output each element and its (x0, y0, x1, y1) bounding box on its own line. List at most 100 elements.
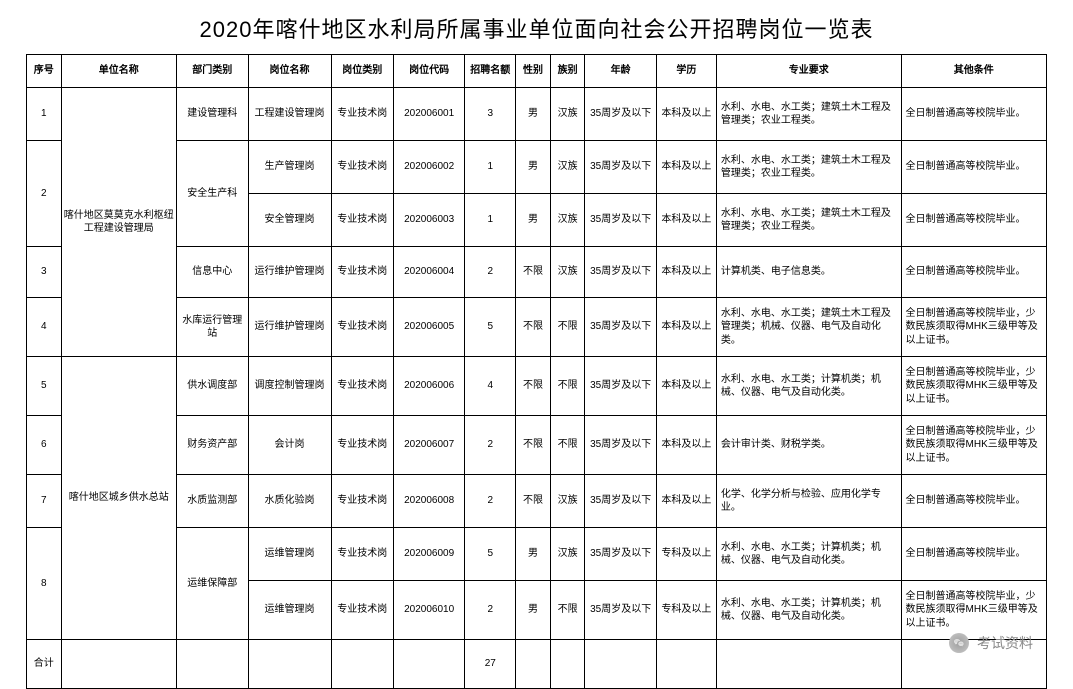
cell-dept: 运维保障部 (176, 528, 248, 640)
cell-age: 35周岁及以下 (585, 298, 657, 357)
cell-code: 202006008 (393, 475, 465, 528)
table-row: 6 财务资产部 会计岗 专业技术岗 202006007 2 不限 不限 35周岁… (27, 416, 1047, 475)
col-edu: 学历 (656, 55, 716, 88)
col-unit: 单位名称 (61, 55, 176, 88)
cell-sex: 男 (516, 194, 551, 247)
cell-edu: 本科及以上 (656, 247, 716, 298)
table-row: 4 水库运行管理站 运行维护管理岗 专业技术岗 202006005 5 不限 不… (27, 298, 1047, 357)
cell-other: 全日制普通高等校院毕业，少数民族须取得MHK三级甲等及以上证书。 (901, 581, 1046, 640)
col-ptype: 岗位类别 (331, 55, 393, 88)
cell-age: 35周岁及以下 (585, 475, 657, 528)
cell-post: 调度控制管理岗 (248, 357, 331, 416)
cell-age: 35周岁及以下 (585, 581, 657, 640)
cell-dept: 供水调度部 (176, 357, 248, 416)
cell-code: 202006001 (393, 88, 465, 141)
cell-eth: 不限 (550, 357, 585, 416)
cell-sex: 不限 (516, 247, 551, 298)
cell-post: 工程建设管理岗 (248, 88, 331, 141)
table-row: 5 喀什地区城乡供水总站 供水调度部 调度控制管理岗 专业技术岗 2020060… (27, 357, 1047, 416)
col-seq: 序号 (27, 55, 62, 88)
col-code: 岗位代码 (393, 55, 465, 88)
cell-post: 运维管理岗 (248, 528, 331, 581)
cell-num: 3 (465, 88, 516, 141)
cell-post: 生产管理岗 (248, 141, 331, 194)
cell-num: 2 (465, 416, 516, 475)
cell-age: 35周岁及以下 (585, 141, 657, 194)
cell-post: 安全管理岗 (248, 194, 331, 247)
cell-major: 化学、化学分析与检验、应用化学专业。 (716, 475, 901, 528)
cell-major: 会计审计类、财税学类。 (716, 416, 901, 475)
table-total-row: 合计 27 (27, 640, 1047, 689)
cell-age: 35周岁及以下 (585, 247, 657, 298)
cell-sex: 不限 (516, 357, 551, 416)
cell-edu: 本科及以上 (656, 141, 716, 194)
cell-num: 2 (465, 475, 516, 528)
cell-code: 202006007 (393, 416, 465, 475)
cell-eth: 汉族 (550, 528, 585, 581)
cell-age: 35周岁及以下 (585, 528, 657, 581)
cell-post: 水质化验岗 (248, 475, 331, 528)
cell-dept: 财务资产部 (176, 416, 248, 475)
cell-eth: 汉族 (550, 141, 585, 194)
cell-seq: 3 (27, 247, 62, 298)
cell-num: 5 (465, 528, 516, 581)
cell-dept: 信息中心 (176, 247, 248, 298)
cell-eth: 汉族 (550, 475, 585, 528)
cell-num: 1 (465, 194, 516, 247)
cell-sex: 不限 (516, 416, 551, 475)
cell-other: 全日制普通高等校院毕业。 (901, 141, 1046, 194)
table-row: 3 信息中心 运行维护管理岗 专业技术岗 202006004 2 不限 汉族 3… (27, 247, 1047, 298)
cell-code: 202006005 (393, 298, 465, 357)
cell-post: 运维管理岗 (248, 581, 331, 640)
table-row: 7 水质监测部 水质化验岗 专业技术岗 202006008 2 不限 汉族 35… (27, 475, 1047, 528)
cell-edu: 本科及以上 (656, 416, 716, 475)
cell-edu: 本科及以上 (656, 475, 716, 528)
cell-sex: 不限 (516, 298, 551, 357)
cell-seq: 7 (27, 475, 62, 528)
cell-dept: 水库运行管理站 (176, 298, 248, 357)
cell-num: 1 (465, 141, 516, 194)
cell-unit: 喀什地区莫莫克水利枢纽工程建设管理局 (61, 88, 176, 357)
cell-edu: 本科及以上 (656, 357, 716, 416)
cell-age: 35周岁及以下 (585, 194, 657, 247)
table-row: 8 运维保障部 运维管理岗 专业技术岗 202006009 5 男 汉族 35周… (27, 528, 1047, 581)
cell-sex: 男 (516, 141, 551, 194)
cell-major: 水利、水电、水工类；建筑土木工程及管理类；农业工程类。 (716, 88, 901, 141)
table-row: 2 安全生产科 生产管理岗 专业技术岗 202006002 1 男 汉族 35周… (27, 141, 1047, 194)
cell-sex: 男 (516, 88, 551, 141)
cell-major: 水利、水电、水工类；计算机类；机械、仪器、电气及自动化类。 (716, 581, 901, 640)
cell-edu: 专科及以上 (656, 581, 716, 640)
cell-ptype: 专业技术岗 (331, 357, 393, 416)
cell-ptype: 专业技术岗 (331, 88, 393, 141)
cell-seq: 4 (27, 298, 62, 357)
cell-ptype: 专业技术岗 (331, 581, 393, 640)
cell-edu: 专科及以上 (656, 528, 716, 581)
cell-seq: 1 (27, 88, 62, 141)
cell-ptype: 专业技术岗 (331, 194, 393, 247)
cell-edu: 本科及以上 (656, 194, 716, 247)
cell-code: 202006002 (393, 141, 465, 194)
cell-seq: 5 (27, 357, 62, 416)
cell-eth: 不限 (550, 416, 585, 475)
table-row: 1 喀什地区莫莫克水利枢纽工程建设管理局 建设管理科 工程建设管理岗 专业技术岗… (27, 88, 1047, 141)
wechat-icon (949, 633, 969, 653)
col-eth: 族别 (550, 55, 585, 88)
cell-other: 全日制普通高等校院毕业。 (901, 247, 1046, 298)
cell-other: 全日制普通高等校院毕业，少数民族须取得MHK三级甲等及以上证书。 (901, 357, 1046, 416)
cell-ptype: 专业技术岗 (331, 298, 393, 357)
cell-post: 运行维护管理岗 (248, 247, 331, 298)
total-num: 27 (465, 640, 516, 689)
cell-sex: 男 (516, 581, 551, 640)
cell-num: 2 (465, 247, 516, 298)
cell-seq: 2 (27, 141, 62, 247)
cell-ptype: 专业技术岗 (331, 247, 393, 298)
cell-seq: 8 (27, 528, 62, 640)
cell-other: 全日制普通高等校院毕业，少数民族须取得MHK三级甲等及以上证书。 (901, 298, 1046, 357)
cell-unit: 喀什地区城乡供水总站 (61, 357, 176, 640)
cell-dept: 水质监测部 (176, 475, 248, 528)
total-label: 合计 (27, 640, 62, 689)
cell-other: 全日制普通高等校院毕业。 (901, 528, 1046, 581)
cell-eth: 汉族 (550, 194, 585, 247)
cell-code: 202006006 (393, 357, 465, 416)
wechat-watermark: 考试资料 (949, 633, 1033, 653)
